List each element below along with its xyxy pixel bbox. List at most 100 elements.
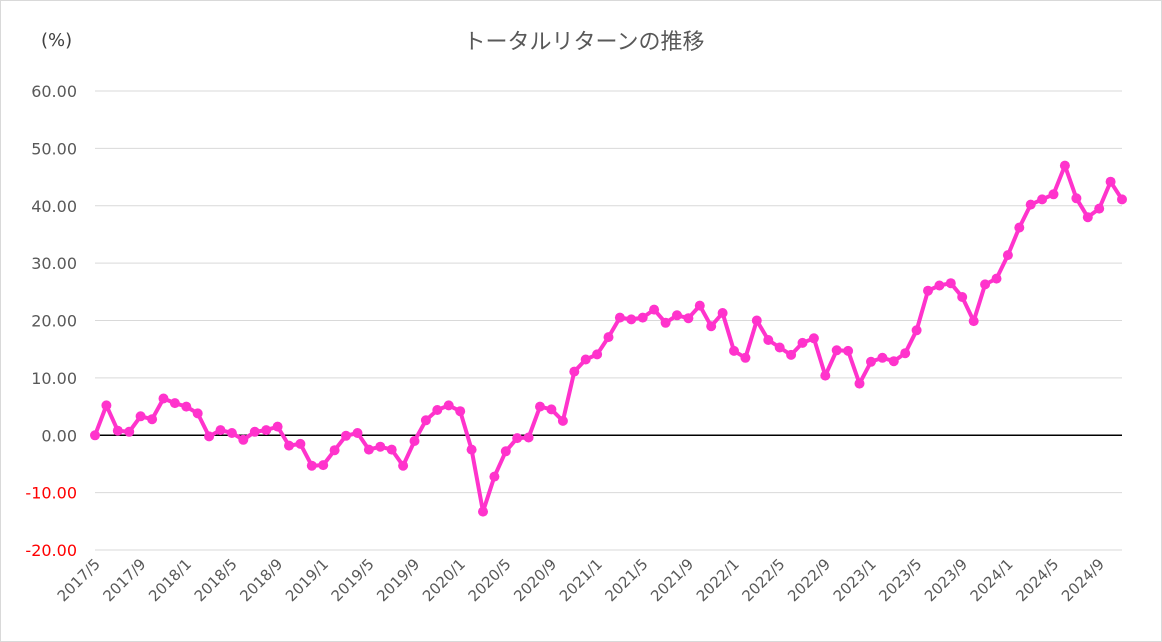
- gridlines: [95, 90, 1122, 551]
- data-point: [1014, 222, 1025, 233]
- x-tick-label: 2022/1: [693, 555, 743, 605]
- y-axis-unit-label: (%): [41, 30, 72, 51]
- data-point: [740, 352, 751, 363]
- data-point: [341, 430, 351, 441]
- x-tick-label: 2019/9: [373, 555, 423, 605]
- data-point: [295, 438, 306, 449]
- data-point: [272, 421, 283, 432]
- y-tick-label: 10.00: [31, 369, 77, 388]
- data-point: [1059, 160, 1070, 171]
- data-point: [991, 273, 1002, 284]
- data-point: [968, 316, 979, 327]
- data-point: [420, 415, 431, 426]
- data-point: [238, 434, 249, 445]
- data-point: [284, 440, 294, 451]
- data-point: [808, 333, 819, 344]
- y-tick-label: 60.00: [31, 82, 77, 101]
- data-point: [135, 411, 146, 422]
- data-point: [774, 342, 785, 353]
- y-tick-label: -20.00: [25, 541, 77, 560]
- data-point: [249, 426, 260, 437]
- data-point: [706, 321, 717, 332]
- data-point: [843, 345, 854, 356]
- x-tick-label: 2023/9: [921, 555, 971, 605]
- data-point: [1048, 189, 1059, 200]
- data-point: [375, 441, 386, 452]
- data-point: [546, 404, 557, 415]
- data-point: [398, 460, 409, 471]
- x-tick-label: 2018/9: [236, 555, 286, 605]
- x-tick-label: 2017/9: [99, 555, 149, 605]
- data-point: [729, 345, 739, 356]
- data-point: [443, 400, 454, 411]
- series-total-return: [90, 160, 1127, 517]
- data-point: [409, 436, 420, 446]
- data-point: [923, 285, 933, 296]
- chart-title: トータルリターンの推移: [464, 30, 705, 55]
- data-point: [306, 460, 317, 471]
- data-point: [934, 280, 945, 291]
- data-point: [363, 444, 374, 455]
- data-point: [101, 400, 112, 411]
- data-point: [763, 335, 774, 345]
- data-point: [352, 428, 363, 438]
- data-point: [90, 430, 100, 441]
- data-point: [432, 405, 443, 415]
- data-point: [900, 348, 911, 359]
- data-point: [169, 398, 180, 409]
- data-point: [204, 431, 215, 442]
- y-tick-label: 30.00: [31, 254, 77, 273]
- data-point: [1071, 193, 1082, 204]
- data-point: [626, 314, 637, 325]
- data-point: [660, 317, 671, 328]
- x-tick-label: 2024/9: [1058, 555, 1108, 605]
- data-point: [672, 310, 682, 321]
- data-point: [592, 349, 603, 360]
- data-point: [1105, 176, 1116, 187]
- y-tick-label: 50.00: [31, 139, 77, 158]
- data-point: [226, 428, 237, 438]
- y-tick-label: -10.00: [25, 484, 77, 503]
- data-point: [751, 315, 762, 326]
- data-point: [147, 414, 158, 425]
- data-point: [580, 354, 591, 365]
- data-point: [1117, 194, 1127, 205]
- data-point: [329, 445, 340, 456]
- x-tick-label: 2020/9: [510, 555, 560, 605]
- data-point: [1037, 194, 1048, 205]
- y-tick-label: 20.00: [31, 312, 77, 331]
- data-point: [455, 406, 466, 417]
- data-point: [1094, 203, 1105, 214]
- data-point: [637, 312, 648, 323]
- x-tick-label: 2019/1: [282, 555, 332, 605]
- data-point: [500, 446, 511, 457]
- data-point: [112, 425, 123, 436]
- y-tick-label: 0.00: [41, 426, 77, 445]
- data-point: [1002, 250, 1013, 261]
- data-point: [877, 352, 888, 363]
- data-point: [797, 337, 808, 348]
- data-point: [215, 425, 226, 436]
- data-point: [535, 401, 545, 412]
- data-point: [158, 393, 169, 404]
- data-point: [124, 426, 135, 437]
- data-point: [557, 415, 568, 426]
- data-point: [181, 401, 192, 412]
- data-point: [649, 304, 660, 315]
- x-tick-label: 2020/5: [465, 555, 515, 605]
- data-point: [512, 433, 523, 444]
- data-point: [945, 278, 956, 289]
- data-point: [523, 432, 534, 443]
- data-point: [957, 292, 968, 302]
- x-tick-label: 2021/5: [602, 555, 652, 605]
- x-tick-label: 2024/1: [967, 555, 1017, 605]
- x-tick-label: 2021/9: [647, 555, 697, 605]
- data-point: [717, 308, 728, 318]
- data-point: [318, 460, 329, 471]
- data-point: [831, 345, 842, 356]
- x-tick-label: 2023/1: [830, 555, 880, 605]
- x-tick-label: 2024/5: [1012, 555, 1062, 605]
- y-tick-label: 40.00: [31, 197, 77, 216]
- x-tick-label: 2023/5: [875, 555, 925, 605]
- data-point: [854, 378, 865, 389]
